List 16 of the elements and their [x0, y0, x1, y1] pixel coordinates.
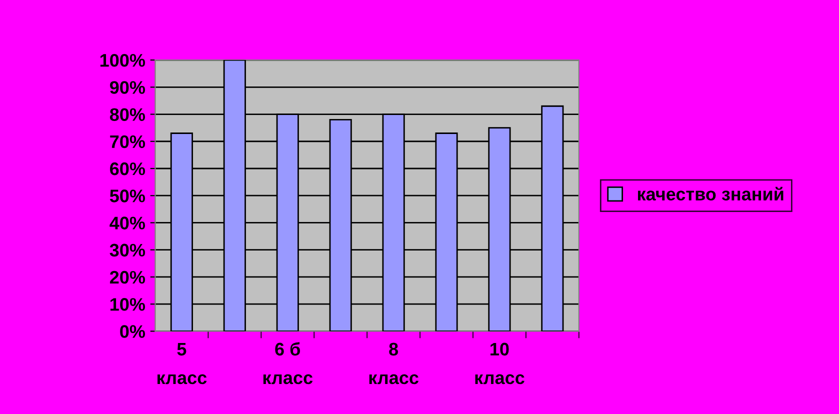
y-tick-label: 0% — [120, 325, 146, 338]
y-tick-label: 80% — [110, 108, 146, 121]
y-tick-label: 100% — [100, 54, 146, 67]
y-tick-label: 20% — [110, 270, 146, 284]
y-tick-label: 10% — [110, 298, 146, 311]
x-tick-label: 6 б класс — [263, 342, 313, 384]
y-tick-label: 70% — [110, 135, 146, 148]
x-tick-label: 5 класс — [158, 342, 207, 384]
y-tick-label: 40% — [110, 216, 146, 230]
x-tick-label: 10 класс — [475, 342, 524, 384]
legend-label: качество знаний — [638, 186, 784, 201]
y-tick-label: 90% — [110, 81, 146, 94]
y-tick-label: 50% — [110, 190, 146, 202]
y-tick-label: 30% — [110, 244, 146, 257]
x-tick-label: 8 класс — [369, 342, 418, 384]
y-tick-label: 60% — [110, 162, 146, 176]
